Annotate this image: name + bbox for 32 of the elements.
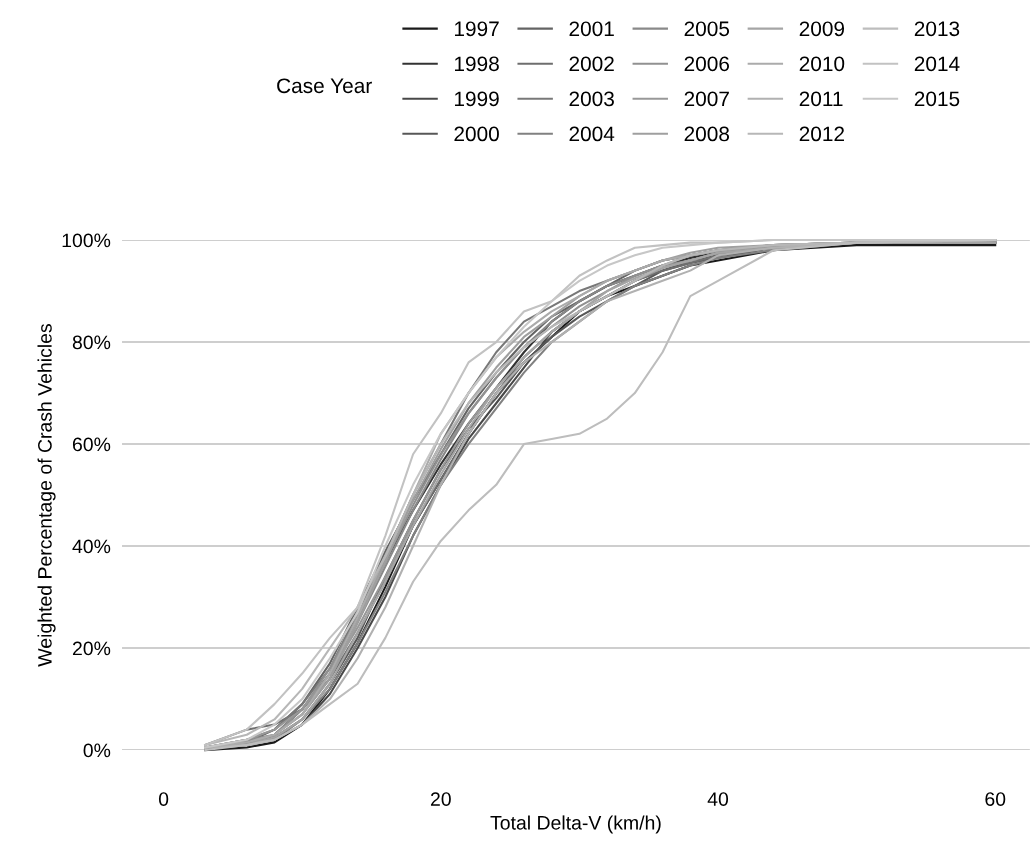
legend-label: 1998 xyxy=(455,56,499,72)
legend-label: 2013 xyxy=(914,21,960,37)
y-tick-label: 80% xyxy=(72,335,111,350)
y-tick-label: 40% xyxy=(72,539,111,554)
legend-label: 1999 xyxy=(455,91,499,107)
y-tick-label: 0% xyxy=(83,743,111,758)
legend-label: 2003 xyxy=(569,91,614,107)
legend-label: 2001 xyxy=(569,21,614,37)
legend-label: 2011 xyxy=(799,91,843,107)
x-tick-label: 60 xyxy=(985,792,1006,806)
legend-label: 2014 xyxy=(914,56,960,72)
x-axis-title: Total Delta-V (km/h) xyxy=(490,815,661,834)
legend-label: 2006 xyxy=(684,56,730,72)
legend-label: 2002 xyxy=(569,56,614,72)
x-tick-label: 20 xyxy=(430,792,451,806)
y-tick-label: 20% xyxy=(72,641,111,656)
x-tick-label: 0 xyxy=(158,792,169,806)
y-axis-title: Weighted Percentage of Crash Vehicles xyxy=(37,324,56,667)
legend-label: 2010 xyxy=(799,56,845,72)
legend-label: 2000 xyxy=(454,126,499,142)
legend-label: 2008 xyxy=(684,126,730,142)
y-tick-label: 60% xyxy=(72,437,111,452)
legend-label: 2009 xyxy=(799,21,845,37)
legend-label: 2012 xyxy=(799,126,844,142)
legend-label: 2007 xyxy=(684,91,729,107)
legend-title: Case Year xyxy=(277,78,372,94)
legend-label: 2005 xyxy=(684,21,730,37)
legend-label: 1997 xyxy=(455,21,499,37)
x-tick-label: 40 xyxy=(707,792,729,806)
legend-label: 2004 xyxy=(569,126,615,142)
legend-label: 2015 xyxy=(914,91,960,107)
y-tick-label: 100% xyxy=(62,233,111,248)
